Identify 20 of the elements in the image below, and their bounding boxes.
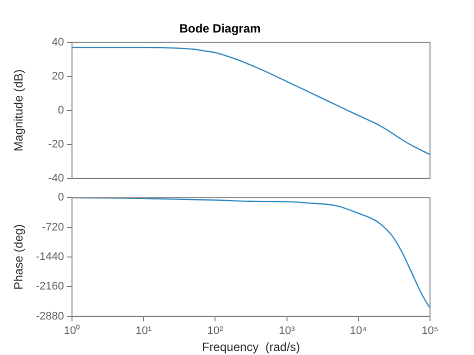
- y-axis-title: Magnitude (dB): [12, 69, 26, 152]
- y-tick-label: 20: [52, 70, 64, 82]
- x-tick-label: 10²: [207, 325, 224, 338]
- y-tick-label: -720: [42, 221, 64, 234]
- y-tick-label: -20: [48, 138, 64, 150]
- x-tick-label: 10⁰: [64, 324, 80, 338]
- y-tick-label: -2880: [36, 310, 64, 322]
- x-tick-label: 10⁵: [422, 325, 438, 338]
- y-tick-label: 0: [58, 104, 64, 116]
- x-tick-label: 10³: [278, 325, 296, 338]
- x-tick-label: 10¹: [136, 325, 152, 338]
- y-tick-label: 0: [58, 192, 64, 204]
- chart-title: Bode Diagram: [179, 22, 261, 36]
- y-tick-label: -40: [48, 172, 64, 184]
- x-axis-title: Frequency (rad/s): [202, 340, 300, 354]
- y-tick-label: 40: [52, 36, 64, 48]
- x-tick-label: 10⁴: [350, 325, 368, 338]
- y-tick-label: -2160: [36, 280, 64, 293]
- y-axis-title: Phase (deg): [12, 224, 26, 290]
- y-tick-label: -1440: [36, 251, 64, 264]
